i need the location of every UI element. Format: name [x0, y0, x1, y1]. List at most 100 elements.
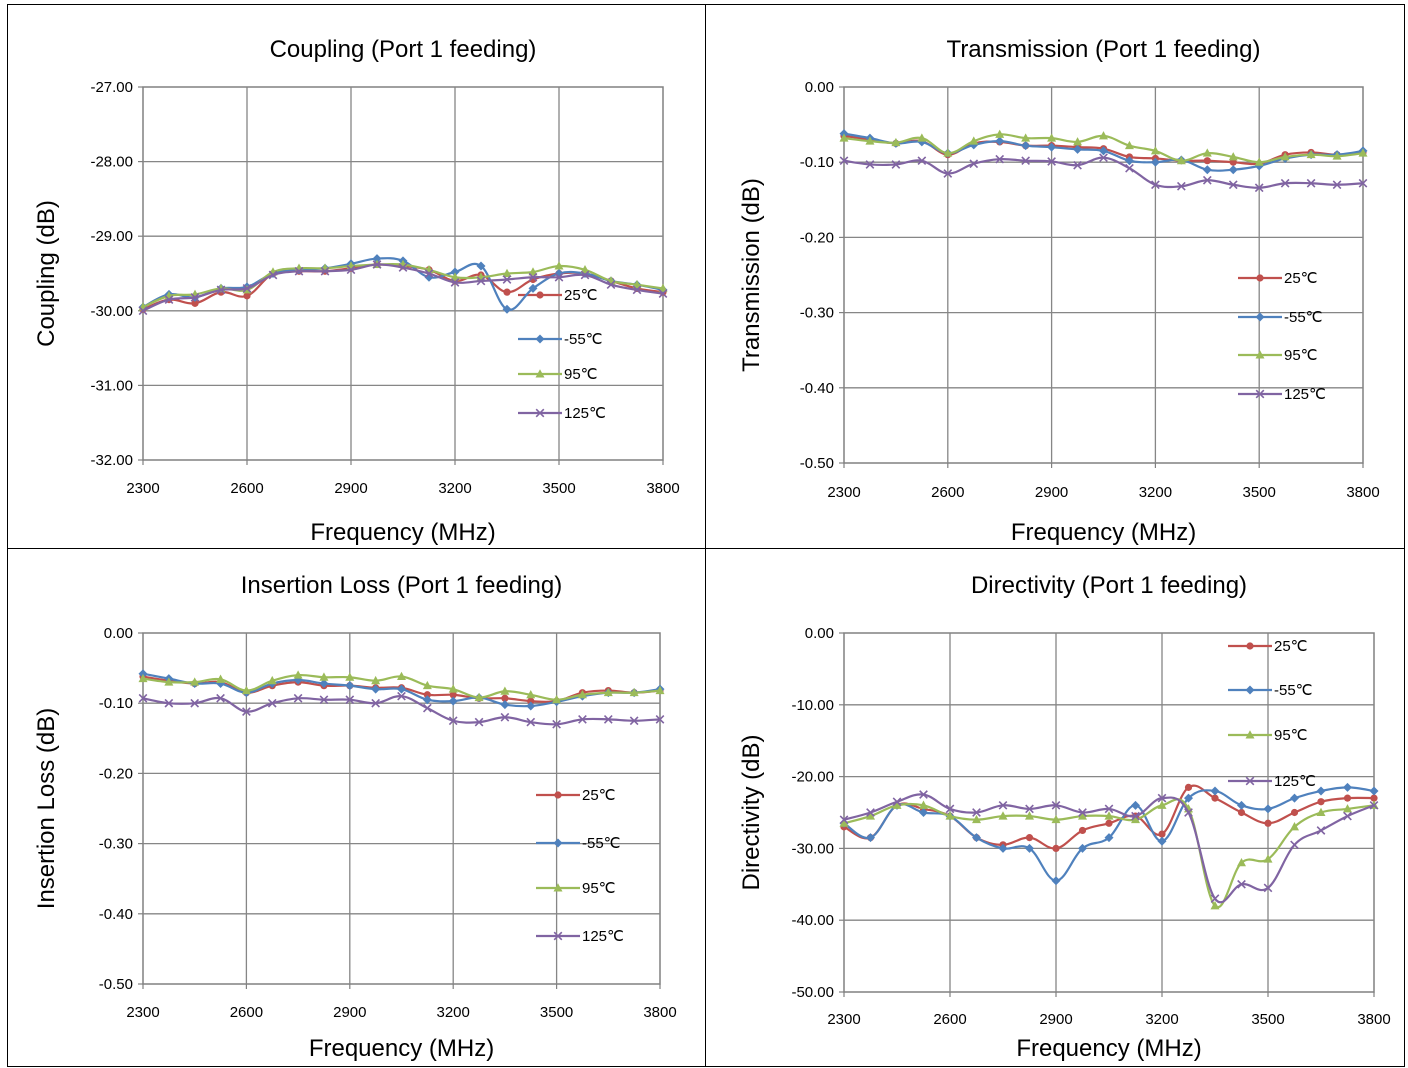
series-3	[138, 260, 668, 316]
data-point	[267, 698, 277, 708]
data-point	[450, 278, 460, 287]
data-point	[580, 264, 590, 274]
legend-marker	[1245, 730, 1255, 739]
data-point	[191, 299, 199, 307]
data-point	[1078, 843, 1087, 853]
data-point	[526, 701, 536, 711]
y-tick-label: -30.00	[791, 840, 834, 857]
x-tick-label: 2600	[933, 1011, 966, 1028]
data-point	[554, 261, 564, 270]
chart-title: Coupling (Port 1 feeding)	[270, 36, 537, 63]
data-point	[138, 693, 148, 703]
data-point	[1290, 793, 1299, 803]
y-tick-label: -31.00	[90, 377, 133, 394]
data-point	[1343, 804, 1352, 813]
data-point	[658, 283, 668, 292]
data-point	[1047, 157, 1056, 166]
data-point	[1370, 794, 1378, 802]
x-tick-label: 3200	[438, 480, 471, 497]
y-tick-label: -20.00	[791, 769, 834, 786]
data-point	[422, 680, 432, 690]
data-point	[655, 685, 665, 695]
data-point	[1358, 148, 1368, 157]
data-point	[1254, 183, 1264, 193]
data-point	[216, 693, 225, 703]
data-point	[1125, 163, 1134, 173]
data-point	[319, 672, 329, 681]
legend-label: 125℃	[564, 405, 606, 422]
legend-entry: 125℃	[1228, 773, 1316, 790]
data-point	[1073, 144, 1083, 154]
y-tick-label: -32.00	[90, 452, 133, 469]
data-point	[1151, 180, 1160, 190]
data-point	[1290, 808, 1299, 817]
legend-label: 25℃	[1284, 270, 1318, 287]
data-point	[865, 160, 875, 169]
data-point	[1316, 786, 1326, 796]
y-tick-label: -0.50	[99, 976, 133, 993]
data-point	[500, 686, 510, 695]
data-point	[1157, 793, 1167, 803]
x-axis-label: Frequency (MHz)	[1016, 1035, 1201, 1062]
data-point	[422, 703, 432, 713]
legend-entry: 125℃	[1238, 386, 1326, 403]
x-tick-label: 2900	[1039, 1011, 1072, 1028]
legend-entry: 125℃	[518, 405, 606, 422]
data-point	[972, 833, 981, 843]
data-point	[1025, 804, 1034, 814]
data-point	[372, 260, 382, 269]
data-point	[345, 681, 355, 691]
data-point	[655, 714, 665, 724]
data-point	[423, 691, 431, 699]
data-point	[1317, 798, 1325, 806]
legend-label: 25℃	[564, 287, 598, 304]
series-2	[839, 129, 1368, 166]
directivity-chart-panel: Directivity (Port 1 feeding) 0.00 -10.00 -2…	[705, 548, 1405, 1067]
data-point	[1104, 811, 1114, 820]
data-point	[839, 156, 849, 166]
data-point	[919, 800, 928, 809]
data-point	[892, 797, 902, 807]
y-tick-label: -28.00	[90, 154, 133, 171]
data-point	[1263, 804, 1273, 814]
legend-label: -55℃	[1274, 682, 1313, 699]
legend-label: 125℃	[1274, 773, 1316, 790]
x-tick-label: 3500	[540, 1004, 573, 1021]
data-point	[1290, 822, 1299, 831]
data-point	[1211, 794, 1219, 802]
legend-label: 125℃	[582, 928, 624, 945]
directivity-chart: Directivity (Port 1 feeding) 0.00 -10.00 -2…	[738, 572, 1391, 1062]
data-point	[138, 669, 148, 679]
data-point	[943, 148, 953, 157]
x-tick-label: 2300	[827, 1011, 860, 1028]
coupling-chart: Coupling (Port 1 feeding) -27.00 -28.00 -29…	[33, 36, 680, 546]
data-point	[138, 306, 148, 316]
data-point	[1263, 883, 1273, 893]
data-point	[1073, 160, 1082, 170]
data-point	[528, 267, 538, 276]
y-tick-label: -40.00	[791, 912, 834, 929]
data-point	[1131, 814, 1140, 824]
insertion-loss-chart-panel: Insertion Loss (Port 1 feeding) 0.00 -0.10…	[7, 548, 707, 1067]
data-point	[397, 684, 406, 694]
legend-marker	[1245, 776, 1255, 786]
legend-label: 95℃	[1274, 727, 1308, 744]
y-tick-label: -0.30	[800, 305, 834, 322]
data-point	[293, 670, 303, 679]
data-point	[500, 700, 510, 710]
data-point	[216, 674, 226, 683]
data-point	[474, 692, 484, 702]
data-point	[527, 697, 535, 705]
data-point	[1025, 834, 1034, 842]
data-point	[502, 268, 512, 277]
data-point	[1099, 131, 1108, 140]
data-point	[528, 272, 538, 282]
data-point	[1104, 804, 1114, 814]
data-point	[1078, 826, 1087, 835]
data-point	[164, 698, 174, 708]
data-point	[319, 679, 329, 689]
legend-entry: -55℃	[518, 331, 603, 348]
data-point	[1290, 840, 1299, 850]
data-point	[972, 814, 981, 824]
data-point	[629, 687, 639, 697]
